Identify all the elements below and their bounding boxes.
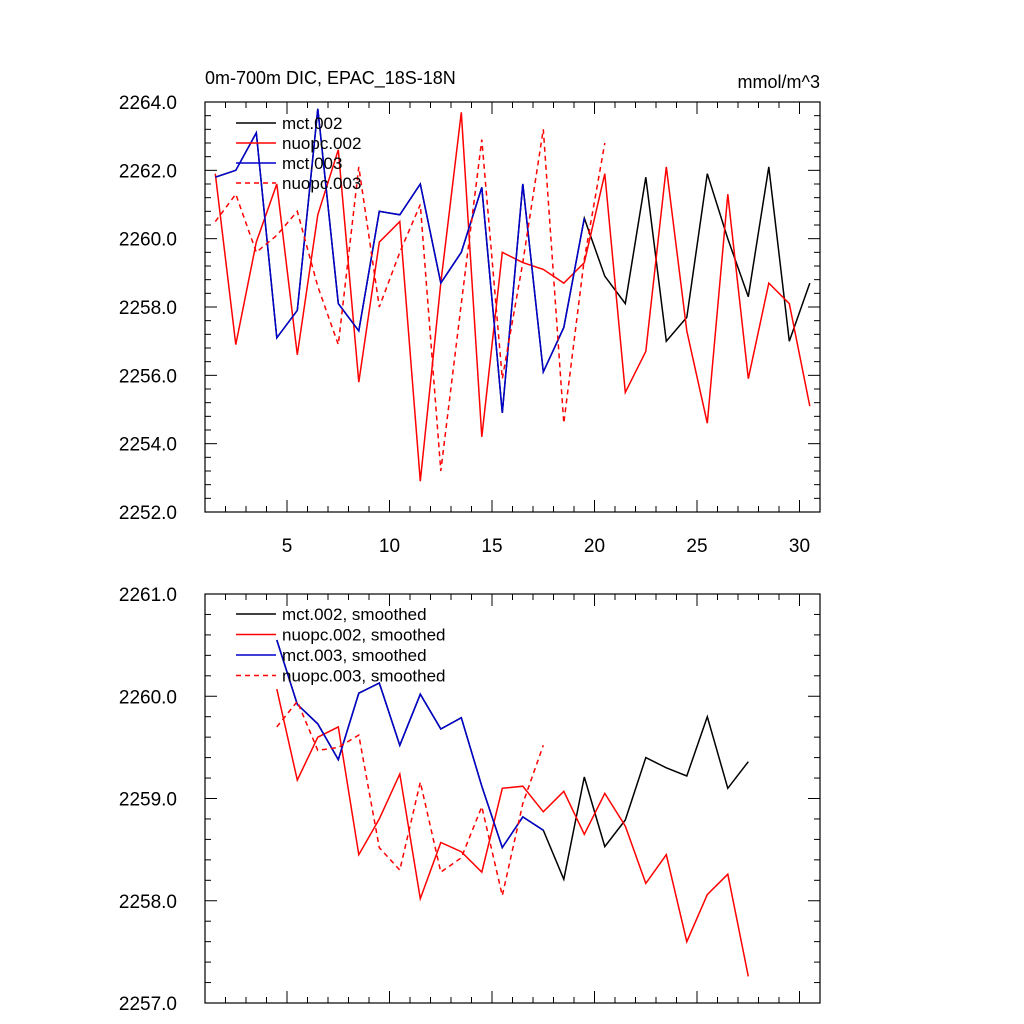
y-tick-label: 2259.0 bbox=[119, 790, 177, 811]
chart-title: 0m-700m DIC, EPAC_18S-18N bbox=[205, 68, 456, 89]
y-tick-label: 2257.0 bbox=[119, 994, 177, 1015]
y-tick-label: 2258.0 bbox=[119, 892, 177, 913]
legend-label: mct.002, smoothed bbox=[282, 605, 427, 624]
y-tick-label: 2258.0 bbox=[119, 298, 177, 319]
legend-label: nuopc.003, smoothed bbox=[282, 667, 446, 686]
series-line-mct-003-smoothed bbox=[276, 639, 544, 850]
series-line-mct-003 bbox=[215, 108, 586, 413]
x-tick-label: 5 bbox=[282, 536, 293, 557]
legend-label: nuopc.003 bbox=[282, 174, 361, 193]
y-tick-label: 2264.0 bbox=[119, 93, 177, 114]
x-tick-label: 15 bbox=[481, 536, 502, 557]
y-tick-label: 2254.0 bbox=[119, 435, 177, 456]
y-tick-label: 2256.0 bbox=[119, 366, 177, 387]
legend-label: nuopc.002 bbox=[282, 134, 361, 153]
x-tick-label: 10 bbox=[379, 536, 400, 557]
legend-label: mct.003 bbox=[282, 154, 342, 173]
y-tick-label: 2260.0 bbox=[119, 687, 177, 708]
bottom-panel: 510152025302257.02258.02259.02260.02261.… bbox=[119, 585, 821, 1015]
series-line-nuopc-002-smoothed bbox=[276, 688, 750, 977]
x-tick-label: 20 bbox=[584, 536, 605, 557]
legend-label: mct.002 bbox=[282, 114, 342, 133]
legend-label: nuopc.002, smoothed bbox=[282, 626, 446, 645]
y-tick-label: 2261.0 bbox=[119, 585, 177, 606]
top-panel: 5 10 15 20 25 30 2252.0 2254.0 2256.0 2258.0 2260.… bbox=[119, 93, 821, 557]
y-tick-label: 2252.0 bbox=[119, 503, 177, 524]
series-line-nuopc-003-smoothed bbox=[276, 699, 545, 896]
legend-label: mct.003, smoothed bbox=[282, 646, 427, 665]
x-tick-label: 30 bbox=[789, 536, 810, 557]
y-tick-label: 2262.0 bbox=[119, 161, 177, 182]
units-label: mmol/m^3 bbox=[738, 72, 820, 92]
series-line-nuopc-002 bbox=[214, 112, 811, 482]
y-tick-label: 2260.0 bbox=[119, 230, 177, 251]
x-tick-label: 25 bbox=[686, 536, 707, 557]
series-line-nuopc-003 bbox=[214, 129, 606, 472]
